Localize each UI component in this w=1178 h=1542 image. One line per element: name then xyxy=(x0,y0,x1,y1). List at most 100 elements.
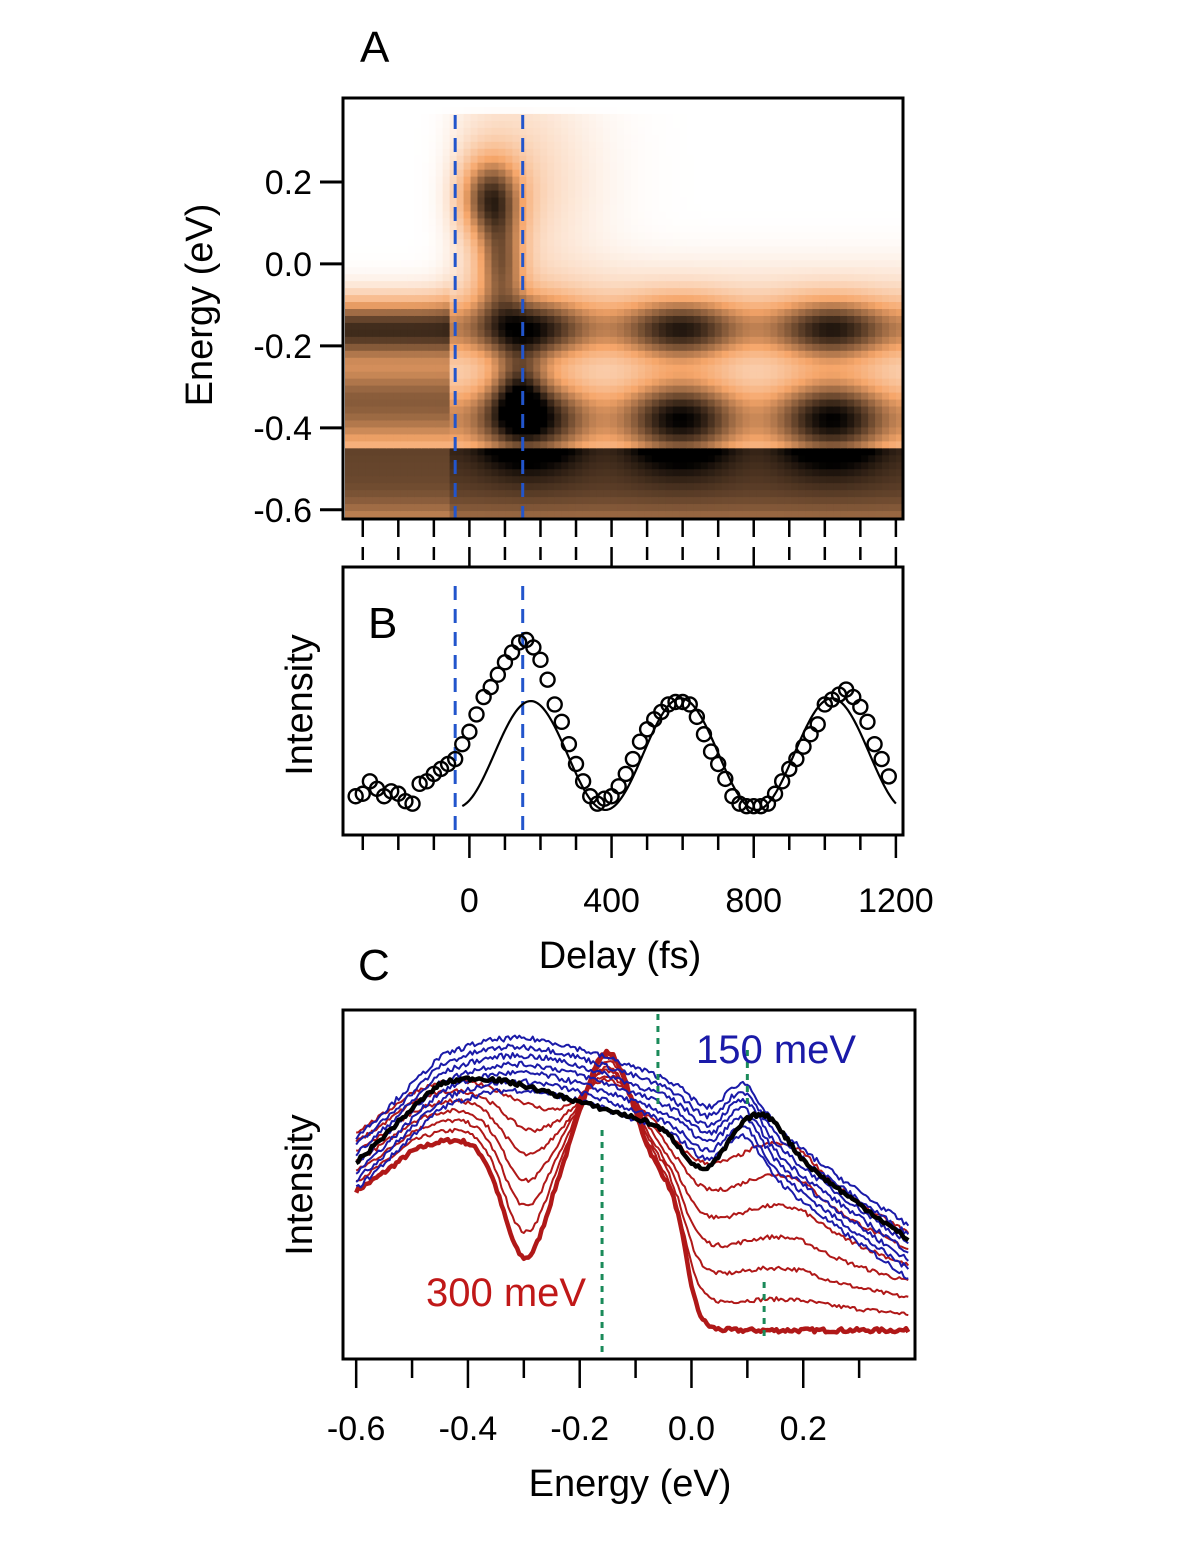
heatmap-cell xyxy=(882,190,890,199)
heatmap-cell xyxy=(533,162,541,171)
heatmap-cell xyxy=(547,288,555,296)
heatmap-cell xyxy=(805,350,813,359)
heatmap-cell xyxy=(351,462,360,470)
heatmap-cell xyxy=(596,225,604,233)
heatmap-cell xyxy=(624,483,632,491)
heatmap-cell xyxy=(351,141,360,150)
heatmap-cell xyxy=(442,309,451,317)
heatmap-cell xyxy=(763,120,772,129)
heatmap-cell xyxy=(442,260,451,268)
heatmap-cell xyxy=(854,190,862,199)
heatmap-cell xyxy=(735,302,744,310)
heatmap-cell xyxy=(889,232,897,240)
heatmap-cell xyxy=(526,322,534,331)
heatmap-cell xyxy=(882,399,890,408)
heatmap-cell xyxy=(624,378,632,387)
heatmap-cell xyxy=(854,511,862,518)
heatmap-cell xyxy=(693,260,702,268)
heatmap-cell xyxy=(756,302,765,310)
panel-b-x-tick-label: 0 xyxy=(460,882,479,920)
heatmap-cell xyxy=(610,127,618,136)
heatmap-cell xyxy=(854,315,862,324)
heatmap-cell xyxy=(512,476,520,484)
heatmap-cell xyxy=(512,183,520,192)
heatmap-cell xyxy=(533,490,541,498)
heatmap-cell xyxy=(435,315,444,324)
heatmap-cell xyxy=(854,343,862,352)
heatmap-cell xyxy=(512,204,520,213)
heatmap-cell xyxy=(819,329,827,338)
heatmap-cell xyxy=(372,183,381,192)
heatmap-cell xyxy=(658,476,667,484)
heatmap-cell xyxy=(484,336,493,345)
heatmap-cell xyxy=(386,106,395,115)
heatmap-cell xyxy=(414,218,423,226)
heatmap-cell xyxy=(596,204,604,213)
heatmap-cell xyxy=(442,511,451,518)
heatmap-cell xyxy=(812,357,820,366)
heatmap-cell xyxy=(658,106,667,115)
heatmap-cell xyxy=(756,183,765,192)
heatmap-cell xyxy=(742,309,751,317)
heatmap-cell xyxy=(449,267,458,275)
heatmap-cell xyxy=(463,100,472,108)
heatmap-cell xyxy=(833,211,841,220)
heatmap-cell xyxy=(365,462,374,470)
heatmap-cell xyxy=(561,176,569,185)
heatmap-cell xyxy=(477,197,486,206)
heatmap-cell xyxy=(679,309,688,317)
heatmap-cell xyxy=(582,190,590,199)
heatmap-cell xyxy=(463,441,472,449)
heatmap-cell xyxy=(589,329,597,338)
heatmap-cell xyxy=(484,134,493,143)
heatmap-cell xyxy=(777,309,786,317)
heatmap-cell xyxy=(477,406,486,415)
heatmap-cell xyxy=(414,309,423,317)
heatmap-cell xyxy=(393,462,402,470)
heatmap-cell xyxy=(407,253,416,261)
heatmap-cell xyxy=(749,392,758,401)
heatmap-cell xyxy=(784,490,792,498)
heatmap-cell xyxy=(679,343,688,352)
heatmap-cell xyxy=(777,183,786,192)
heatmap-cell xyxy=(477,267,486,275)
heatmap-cell xyxy=(456,504,465,512)
heatmap-cell xyxy=(407,420,416,429)
heatmap-cell xyxy=(351,322,360,331)
heatmap-cell xyxy=(756,267,765,275)
heatmap-cell xyxy=(421,253,430,261)
heatmap-cell xyxy=(707,420,716,429)
heatmap-cell xyxy=(498,469,507,477)
heatmap-cell xyxy=(882,281,890,289)
heatmap-cell xyxy=(875,441,883,449)
heatmap-cell xyxy=(596,190,604,199)
heatmap-cell xyxy=(400,218,409,226)
heatmap-cell xyxy=(345,162,353,171)
heatmap-cell xyxy=(658,490,667,498)
heatmap-cell xyxy=(658,218,667,226)
heatmap-cell xyxy=(575,295,583,303)
heatmap-cell xyxy=(393,155,402,164)
heatmap-cell xyxy=(512,413,520,422)
heatmap-cell xyxy=(379,434,388,442)
heatmap-cell xyxy=(819,211,827,220)
heatmap-cell xyxy=(882,462,890,470)
heatmap-cell xyxy=(791,497,799,505)
heatmap-cell xyxy=(617,378,625,387)
heatmap-cell xyxy=(386,120,395,129)
heatmap-cell xyxy=(679,490,688,498)
heatmap-cell xyxy=(805,399,813,408)
heatmap-cell xyxy=(435,357,444,366)
heatmap-cell xyxy=(763,309,772,317)
heatmap-cell xyxy=(644,364,653,373)
heatmap-cell xyxy=(414,127,423,136)
heatmap-cell xyxy=(484,211,493,220)
heatmap-cell xyxy=(630,420,639,429)
heatmap-cell xyxy=(421,378,430,387)
heatmap-cell xyxy=(379,406,388,415)
heatmap-cell xyxy=(624,329,632,338)
heatmap-cell xyxy=(477,336,486,345)
heatmap-cell xyxy=(686,155,695,164)
heatmap-cell xyxy=(421,211,430,220)
heatmap-cell xyxy=(449,392,458,401)
